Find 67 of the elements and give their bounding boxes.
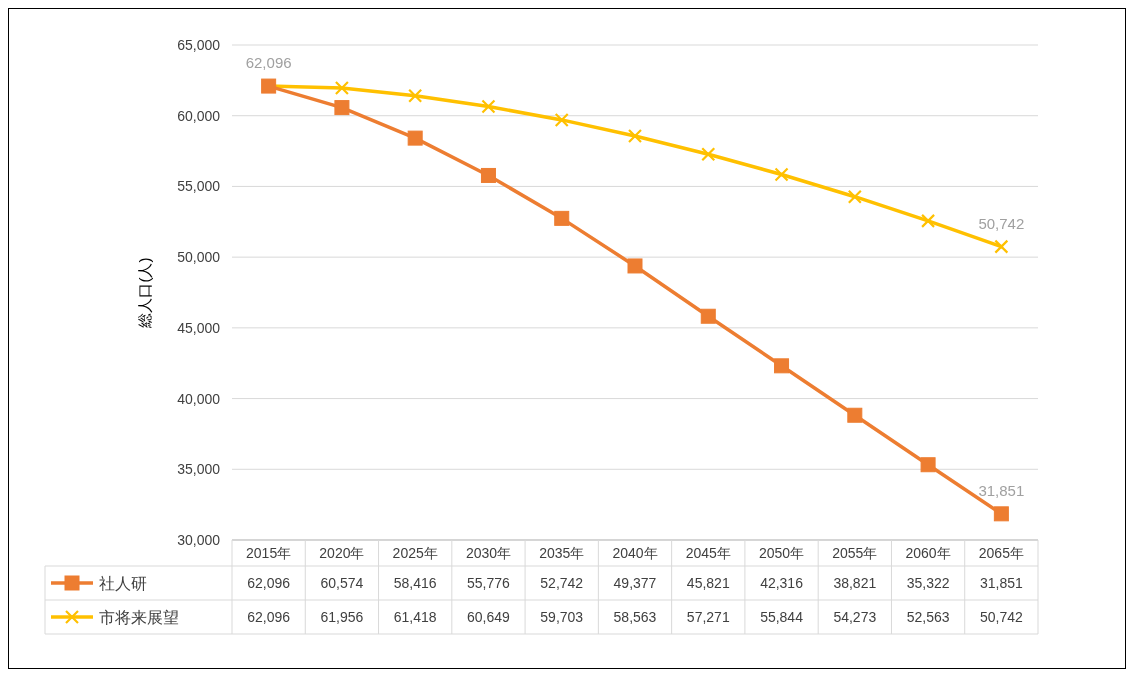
point	[774, 358, 790, 374]
x-tick-label: 2035年	[539, 545, 585, 561]
point	[334, 80, 350, 96]
text: 45,821	[686, 575, 730, 591]
point	[407, 130, 423, 146]
text: 58,563	[613, 609, 657, 625]
text: 58,416	[393, 575, 437, 591]
x-tick-label: 2020年	[319, 545, 365, 561]
text: 57,271	[686, 609, 730, 625]
y-tick-label: 30,000	[177, 532, 221, 548]
text: 42,316	[760, 575, 803, 591]
y-tick-label: 35,000	[177, 461, 221, 478]
point	[701, 147, 716, 162]
point	[920, 457, 936, 473]
y-tick-label: 60,000	[177, 107, 221, 124]
y-axis-title: 総人口(人)	[136, 257, 153, 329]
y-tick-label: 45,000	[177, 319, 221, 336]
text: 60,574	[320, 575, 364, 591]
point	[480, 167, 496, 183]
y-tick-label: 65,000	[177, 37, 221, 53]
data-label: 62,096	[245, 54, 292, 72]
point	[847, 189, 862, 204]
point	[408, 88, 423, 103]
text: 52,742	[540, 575, 584, 591]
data-label: 31,851	[978, 481, 1025, 499]
point	[994, 239, 1009, 254]
text: 31,851	[979, 575, 1023, 591]
x-tick-label: 2050年	[758, 545, 805, 561]
x-tick-label: 2055年	[832, 545, 878, 561]
data-label: 50,742	[978, 214, 1025, 232]
point	[554, 112, 569, 128]
y-tick-label: 50,000	[177, 249, 221, 266]
text: 62,096	[247, 575, 291, 591]
x-tick-label: 2040年	[612, 545, 658, 561]
x-tick-label: 2045年	[685, 545, 731, 561]
text: 61,418	[393, 609, 437, 625]
legend-label: 社人研	[99, 575, 147, 592]
x-tick-label: 2060年	[905, 545, 951, 561]
legend-label: 市将来展望	[99, 609, 179, 626]
point	[993, 506, 1009, 522]
text: 49,377	[613, 575, 657, 591]
point	[774, 167, 789, 182]
point	[700, 308, 716, 324]
text: 55,844	[760, 609, 803, 625]
x-tick-label: 2065年	[978, 545, 1024, 561]
text: 61,956	[320, 609, 364, 625]
point	[920, 213, 936, 228]
y-tick-label: 40,000	[177, 390, 221, 407]
text: 35,322	[906, 575, 950, 591]
x-tick-label: 2015年	[246, 545, 292, 561]
text: 54,273	[833, 609, 877, 625]
text: 38,821	[833, 575, 877, 591]
text: 52,563	[906, 609, 950, 625]
point	[627, 258, 643, 274]
text: 60,649	[467, 609, 510, 625]
text: 55,776	[467, 575, 510, 591]
x-tick-label: 2025年	[392, 545, 438, 561]
point	[481, 99, 496, 114]
text: 62,096	[247, 609, 291, 625]
text: 59,703	[540, 609, 584, 625]
text: 50,742	[979, 609, 1023, 625]
point	[627, 128, 643, 144]
point	[847, 407, 863, 423]
y-tick-label: 55,000	[177, 178, 221, 195]
point	[554, 210, 570, 226]
point	[334, 100, 350, 116]
x-tick-label: 2030年	[465, 545, 512, 561]
